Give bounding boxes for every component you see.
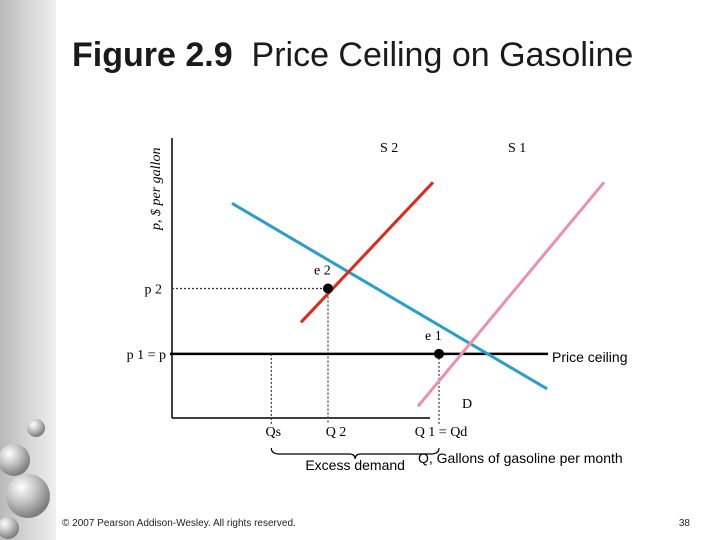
slide-number: 38 xyxy=(678,518,690,529)
bubble xyxy=(0,444,30,476)
price-p2-label: p 2 xyxy=(145,283,163,298)
supply-curve-s2 xyxy=(299,181,435,324)
bubble-decoration xyxy=(0,419,50,539)
sidebar-decoration xyxy=(0,0,56,540)
equilibrium-e2-label: e 2 xyxy=(314,264,331,279)
figure-title: Price Ceiling on Gasoline xyxy=(251,36,634,74)
y-axis-label: p, $ per gallon xyxy=(149,148,164,231)
bubble xyxy=(27,419,45,437)
demand-curve xyxy=(231,202,548,391)
page-title: Figure 2.9 Price Ceiling on Gasoline xyxy=(72,36,633,75)
price-ceiling-label: Price ceiling xyxy=(552,349,627,365)
price-p1-label: p 1 = p xyxy=(127,348,166,363)
x-axis-label: Q, Gallons of gasoline per month xyxy=(418,450,623,466)
guide-lines xyxy=(172,287,440,424)
axes xyxy=(171,138,430,419)
equilibrium-e1-label: e 1 xyxy=(425,329,442,344)
equilibrium-point-e1 xyxy=(434,348,444,359)
demand-label: D xyxy=(462,397,472,412)
bubble xyxy=(6,474,50,518)
supply-s1-label: S 1 xyxy=(508,141,526,156)
quantity-q2-label: Q 2 xyxy=(326,425,347,440)
excess-demand-label: Excess demand xyxy=(305,457,405,473)
bubble xyxy=(0,517,19,539)
quantity-q1-label: Q 1 = Qd xyxy=(415,425,468,440)
equilibrium-point-e2 xyxy=(323,283,333,294)
excess-demand-bracket xyxy=(270,447,440,460)
supply-s2-label: S 2 xyxy=(380,141,398,156)
copyright-notice: © 2007 Pearson Addison-Wesley. All right… xyxy=(62,518,296,529)
quantity-qs-label: Qs xyxy=(266,425,282,440)
figure-number: Figure 2.9 xyxy=(72,36,233,74)
supply-curve-s1 xyxy=(416,181,606,408)
